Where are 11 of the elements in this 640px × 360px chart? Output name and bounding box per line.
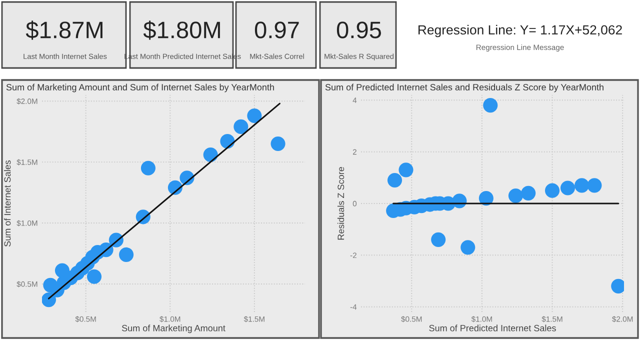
chart-title: Sum of Predicted Internet Sales and Residuals Z Score by YearMonth — [325, 84, 604, 92]
text: Regression Line: Y= 1.17X+52,062 — [418, 24, 622, 38]
text: $1.87M — [26, 20, 102, 40]
chart-title: Sum of Marketing Amount and Sum of Internet Sales by YearMonth — [6, 84, 274, 92]
text: 0.97 — [254, 22, 299, 38]
text: $1.80M — [143, 20, 220, 40]
x-axis-title: Sum of Predicted Internet Sales — [429, 324, 556, 332]
y-axis-title: Sum of Internet Sales — [4, 160, 11, 246]
x-axis-title: Sum of Marketing Amount — [122, 324, 226, 334]
y-axis-title: Residuals Z Score — [337, 167, 344, 240]
text: 0.95 — [336, 22, 381, 38]
